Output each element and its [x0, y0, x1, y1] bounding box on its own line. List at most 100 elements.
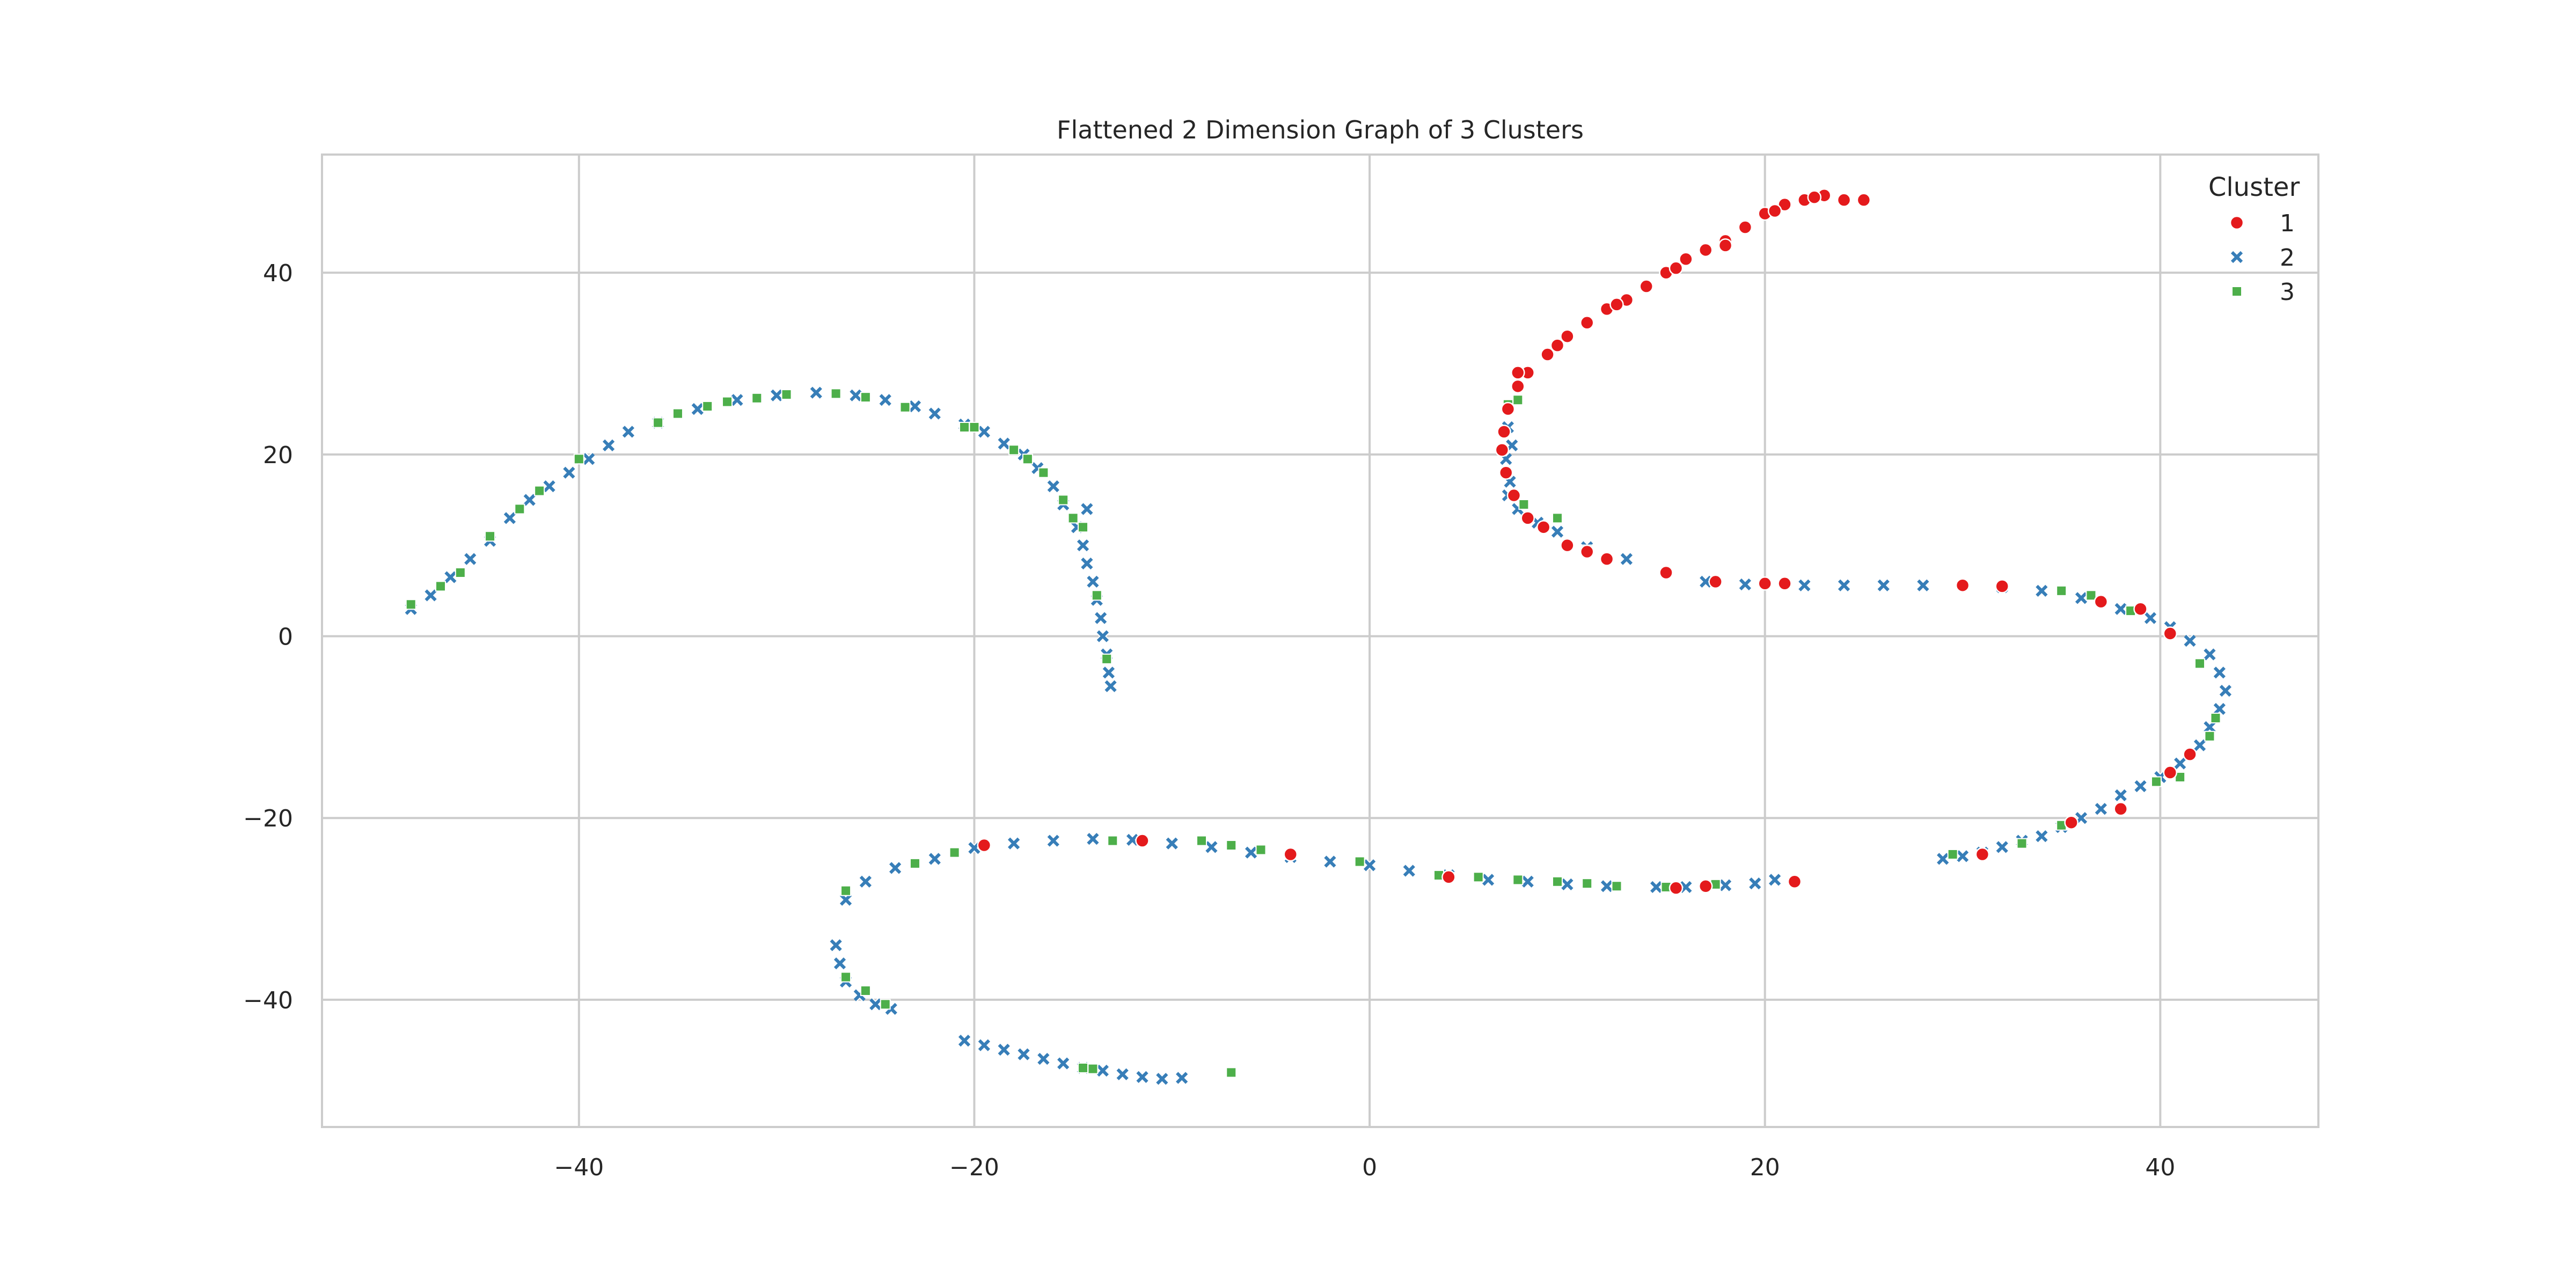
data-point-cluster-2	[2213, 702, 2227, 716]
data-point-cluster-2	[443, 570, 457, 584]
data-point-cluster-2	[424, 588, 438, 602]
data-point-cluster-2	[1402, 863, 1416, 877]
data-point-cluster-3	[1058, 494, 1069, 506]
chart-title: Flattened 2 Dimension Graph of 3 Cluster…	[1057, 115, 1584, 144]
data-point-cluster-2	[2183, 634, 2197, 648]
legend-label: 1	[2280, 210, 2295, 237]
data-point-cluster-2	[829, 938, 843, 952]
data-point-cluster-1	[1955, 578, 1970, 592]
data-point-cluster-2	[977, 1038, 991, 1052]
data-point-cluster-2	[2114, 602, 2128, 616]
data-point-cluster-2	[691, 402, 705, 416]
data-point-cluster-2	[1080, 557, 1094, 570]
data-point-cluster-1	[2094, 594, 2109, 609]
data-point-cluster-3	[1512, 394, 1524, 406]
data-point-cluster-2	[1916, 579, 1930, 592]
data-point-cluster-2	[928, 407, 942, 421]
data-point-cluster-3	[1078, 522, 1089, 533]
data-point-cluster-2	[839, 893, 853, 907]
data-point-cluster-2	[1096, 629, 1110, 643]
data-point-cluster-2	[833, 956, 847, 970]
data-point-cluster-3	[1107, 835, 1118, 846]
data-point-cluster-2	[2193, 738, 2207, 752]
data-point-cluster-3	[899, 401, 911, 413]
y-tick-label: −40	[243, 987, 293, 1014]
data-point-cluster-2	[1877, 579, 1891, 592]
data-point-cluster-1	[1777, 576, 1792, 591]
data-point-cluster-2	[1936, 852, 1950, 866]
x-tick-label: −40	[554, 1154, 604, 1181]
data-point-cluster-2	[2094, 802, 2108, 816]
data-point-cluster-2	[2213, 665, 2227, 679]
data-point-cluster-1	[1836, 193, 1851, 207]
data-point-cluster-2	[730, 393, 744, 407]
plot-area	[321, 153, 2319, 1128]
data-point-cluster-2	[1076, 538, 1090, 552]
data-point-cluster-2	[2114, 788, 2128, 802]
data-point-cluster-1	[1520, 511, 1535, 525]
data-point-cluster-2	[1620, 552, 1634, 566]
data-point-cluster-2	[1094, 611, 1108, 625]
data-point-cluster-3	[1611, 881, 1622, 892]
data-point-cluster-2	[1748, 876, 1762, 890]
data-point-cluster-1	[2064, 815, 2079, 830]
data-point-cluster-1	[1501, 401, 1516, 416]
data-point-cluster-2	[1797, 579, 1811, 592]
data-point-cluster-2	[1096, 1064, 1110, 1078]
data-point-cluster-2	[1956, 849, 1970, 863]
data-point-cluster-2	[1056, 1056, 1070, 1070]
data-point-cluster-2	[868, 997, 882, 1011]
data-point-cluster-2	[1244, 846, 1258, 860]
data-point-cluster-3	[1226, 840, 1237, 851]
data-point-cluster-2	[503, 511, 517, 525]
data-point-cluster-1	[1560, 538, 1575, 553]
data-point-cluster-3	[1008, 444, 1020, 456]
data-point-cluster-2	[809, 386, 823, 400]
data-point-cluster-2	[2133, 779, 2148, 793]
data-point-cluster-3	[1255, 844, 1267, 855]
data-point-cluster-2	[908, 399, 922, 413]
data-point-cluster-3	[514, 503, 525, 515]
data-point-cluster-2	[1323, 854, 1337, 869]
data-point-cluster-2	[1046, 834, 1060, 848]
data-point-cluster-3	[909, 858, 920, 869]
data-point-cluster-1	[1550, 338, 1565, 353]
data-point-cluster-3	[1354, 856, 1365, 867]
data-point-cluster-3	[1101, 653, 1113, 664]
data-point-cluster-1	[1758, 576, 1772, 591]
data-point-cluster-2	[1104, 679, 1118, 693]
data-point-cluster-2	[602, 438, 616, 452]
data-point-cluster-2	[997, 436, 1011, 451]
data-point-cluster-3	[534, 485, 545, 496]
data-point-cluster-1	[1599, 552, 1614, 566]
data-points	[404, 188, 2233, 1086]
data-point-cluster-2	[848, 389, 862, 402]
data-point-cluster-2	[1016, 1047, 1031, 1062]
data-point-cluster-3	[702, 401, 713, 412]
data-point-cluster-3	[830, 388, 841, 399]
data-point-cluster-2	[1481, 873, 1495, 887]
data-point-cluster-2	[2202, 720, 2216, 734]
data-point-cluster-2	[1363, 858, 1377, 872]
data-point-cluster-1	[977, 838, 992, 853]
data-point-cluster-2	[1718, 879, 1732, 892]
data-point-cluster-2	[1007, 837, 1021, 851]
data-point-cluster-2	[1175, 1071, 1189, 1085]
data-point-cluster-2	[463, 552, 477, 566]
data-point-cluster-3	[1552, 513, 1563, 524]
data-point-cluster-1	[1777, 197, 1792, 212]
data-point-cluster-1	[1639, 279, 1653, 294]
data-point-cluster-3	[949, 847, 960, 858]
legend-title: Cluster	[2208, 172, 2300, 202]
data-point-cluster-1	[2163, 765, 2178, 780]
data-point-cluster-3	[1022, 453, 1033, 465]
y-tick-label: 0	[278, 624, 293, 651]
data-point-cluster-3	[2085, 590, 2097, 601]
data-point-cluster-2	[1560, 877, 1574, 891]
data-point-cluster-3	[1091, 590, 1102, 601]
data-point-cluster-3	[653, 417, 664, 428]
data-point-cluster-2	[1768, 873, 1782, 887]
data-point-cluster-1	[1659, 565, 1673, 580]
data-point-cluster-2	[2202, 647, 2216, 661]
